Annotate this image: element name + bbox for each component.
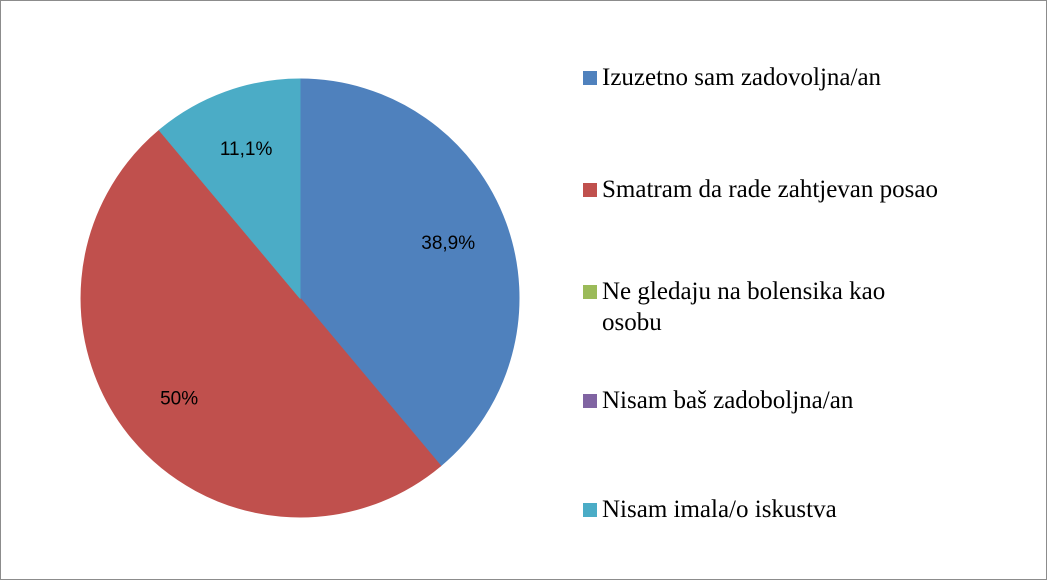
legend-swatch	[583, 503, 597, 517]
legend-swatch	[583, 71, 597, 85]
legend-item: Smatram da rade zahtjevan posao	[583, 174, 1043, 205]
legend-item: Izuzetno sam zadovoljna/an	[583, 62, 1043, 93]
pie-slice	[80, 129, 442, 518]
legend-label: Ne gledaju na bolensika kao osobu	[602, 278, 886, 336]
legend-item: Nisam baš zadoboljna/an	[583, 385, 1043, 416]
data-label: 38,9%	[421, 233, 475, 254]
pie-slice	[299, 78, 520, 467]
legend-label: Nisam baš zadoboljna/an	[602, 387, 854, 414]
legend-swatch	[583, 183, 597, 197]
legend-label: Izuzetno sam zadovoljna/an	[602, 64, 882, 91]
legend-swatch	[583, 285, 597, 299]
data-label: 50%	[160, 388, 198, 409]
legend-swatch	[583, 394, 597, 408]
legend-label: Smatram da rade zahtjevan posao	[602, 176, 938, 203]
legend-item: Ne gledaju na bolensika kao osobu	[583, 276, 1043, 338]
data-label: 11,1%	[220, 139, 273, 160]
pie-slice	[158, 78, 301, 300]
legend-item: Nisam imala/o iskustva	[583, 494, 1043, 525]
legend-label: Nisam imala/o iskustva	[602, 496, 837, 523]
